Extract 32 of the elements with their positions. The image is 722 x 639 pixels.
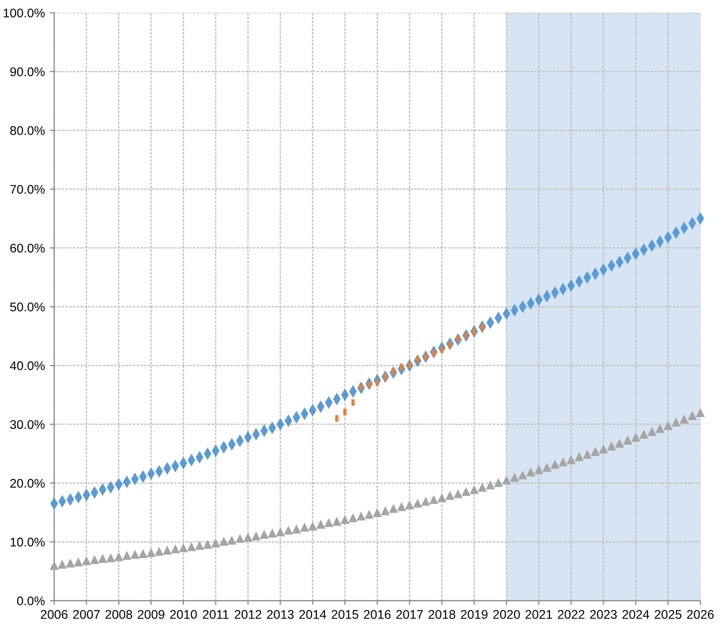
y-tick-label: 60.0%	[10, 244, 45, 253]
x-tick-label: 2026	[687, 610, 714, 619]
y-tick-label: 80.0%	[10, 126, 45, 136]
x-tick-label: 2015	[332, 610, 358, 619]
x-tick-label: 2014	[299, 610, 326, 619]
x-tick-label: 2008	[105, 610, 132, 619]
x-tick-label: 2011	[202, 610, 229, 619]
y-tick-label: 30.0%	[10, 420, 45, 429]
x-tick-label: 2021	[526, 610, 552, 619]
x-tick-label: 2006	[40, 610, 68, 619]
x-tick-label: 2017	[396, 610, 423, 619]
x-tick-label: 2024	[622, 610, 650, 619]
x-tick-label: 2013	[267, 610, 294, 619]
y-tick-label: 20.0%	[10, 478, 45, 488]
x-tick-label: 2007	[73, 610, 100, 619]
x-tick-label: 2009	[138, 610, 164, 619]
x-tick-label: 2020	[493, 610, 520, 619]
x-tick-label: 2022	[558, 610, 584, 619]
x-tick-label: 2025	[654, 610, 682, 619]
y-tick-label: 50.0%	[10, 302, 45, 312]
x-tick-label: 2016	[364, 610, 391, 619]
y-tick-label: 70.0%	[10, 184, 45, 194]
y-tick-label: 40.0%	[10, 361, 45, 370]
x-tick-label: 2010	[170, 610, 197, 619]
y-tick-label: 100.0%	[4, 8, 45, 18]
x-tick-label: 2019	[460, 610, 488, 619]
y-tick-label: 0.0%	[17, 596, 45, 606]
x-tick-label: 2012	[234, 610, 262, 619]
y-tick-label: 90.0%	[10, 67, 45, 76]
x-tick-label: 2023	[590, 610, 617, 619]
x-tick-label: 2018	[428, 610, 456, 619]
y-tick-label: 10.0%	[10, 538, 45, 547]
